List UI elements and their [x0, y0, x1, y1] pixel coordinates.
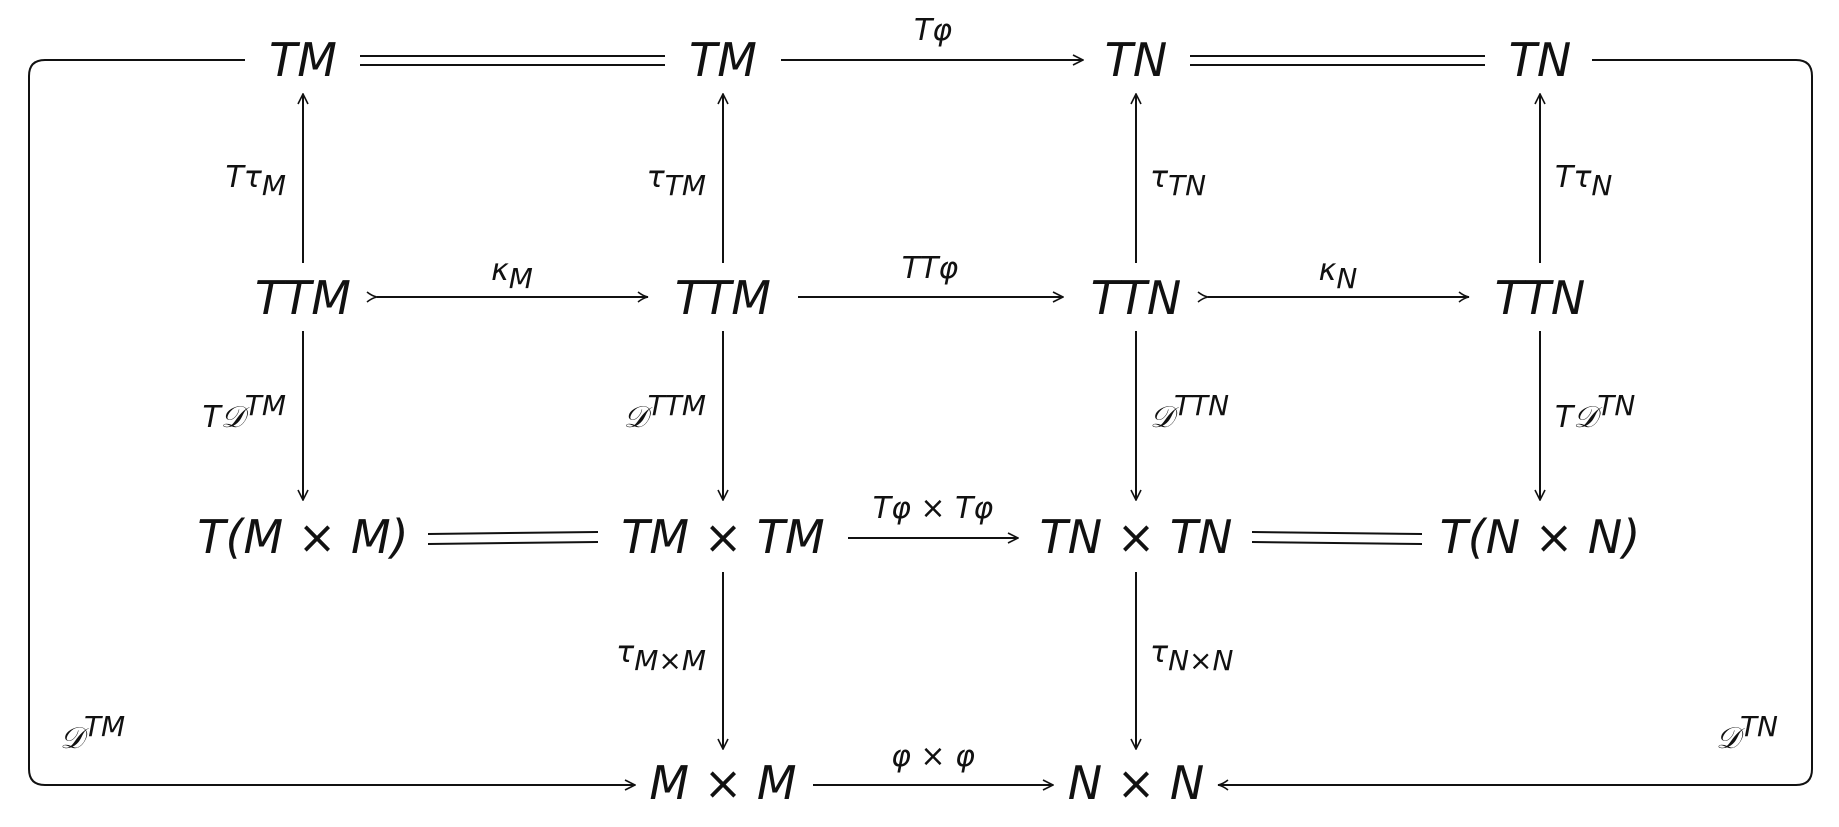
label-t-tau-m: TτM [225, 160, 286, 202]
label-tau-tm: τTM [647, 160, 706, 202]
node-ttm-middle: TTM [675, 271, 771, 325]
equality-tmm-tmxtm-a [427, 531, 599, 535]
label-t-d-tn: T𝒟TN [1555, 389, 1635, 435]
label-t-d-tm: T𝒟TM [202, 389, 286, 435]
label-tphi-x-tphi: Tφ × Tφ [873, 491, 994, 526]
label-kappa-m: κM [491, 253, 533, 295]
node-ttm-left: TTM [255, 271, 351, 325]
label-d-tn-outer: 𝒟TN [1716, 710, 1778, 756]
label-tau-tn: τTN [1150, 160, 1206, 202]
label-d-ttn: 𝒟TTN [1150, 389, 1229, 435]
label-d-ttm: 𝒟TTM [624, 389, 706, 435]
arrow-outer-d-tm [28, 59, 635, 785]
node-tm-middle: TM [689, 33, 757, 87]
label-t-tau-n: TτN [1555, 160, 1612, 202]
node-tn-right: TN [1509, 33, 1572, 87]
node-m-times-m: M × M [649, 756, 796, 810]
label-tau-nxn: τN×N [1150, 635, 1233, 677]
node-ttn-middle: TTN [1091, 271, 1182, 325]
node-t-m-times-m: T(M × M) [197, 510, 408, 564]
label-tt-phi: TTφ [902, 251, 959, 286]
node-n-times-n: N × N [1068, 756, 1205, 810]
node-tn-middle: TN [1105, 33, 1168, 87]
label-t-phi: Tφ [914, 13, 952, 48]
label-kappa-n: κN [1319, 253, 1358, 295]
equality-tmm-tmxtm-b [427, 541, 599, 545]
node-t-n-times-n: T(N × N) [1440, 510, 1641, 564]
label-d-tm-outer: 𝒟TM [60, 710, 125, 756]
node-ttn-right: TTN [1495, 271, 1586, 325]
node-tm-left: TM [269, 33, 337, 87]
equality-tnxtn-tnn-b [1251, 541, 1423, 545]
label-tau-mxm: τM×M [616, 635, 706, 677]
node-tm-times-tm: TM × TM [621, 510, 824, 564]
node-tn-times-tn: TN × TN [1040, 510, 1233, 564]
arrow-outer-d-tn [1217, 59, 1813, 791]
equality-tnxtn-tnn-a [1251, 531, 1423, 535]
label-phi-x-phi: φ × φ [891, 739, 975, 774]
